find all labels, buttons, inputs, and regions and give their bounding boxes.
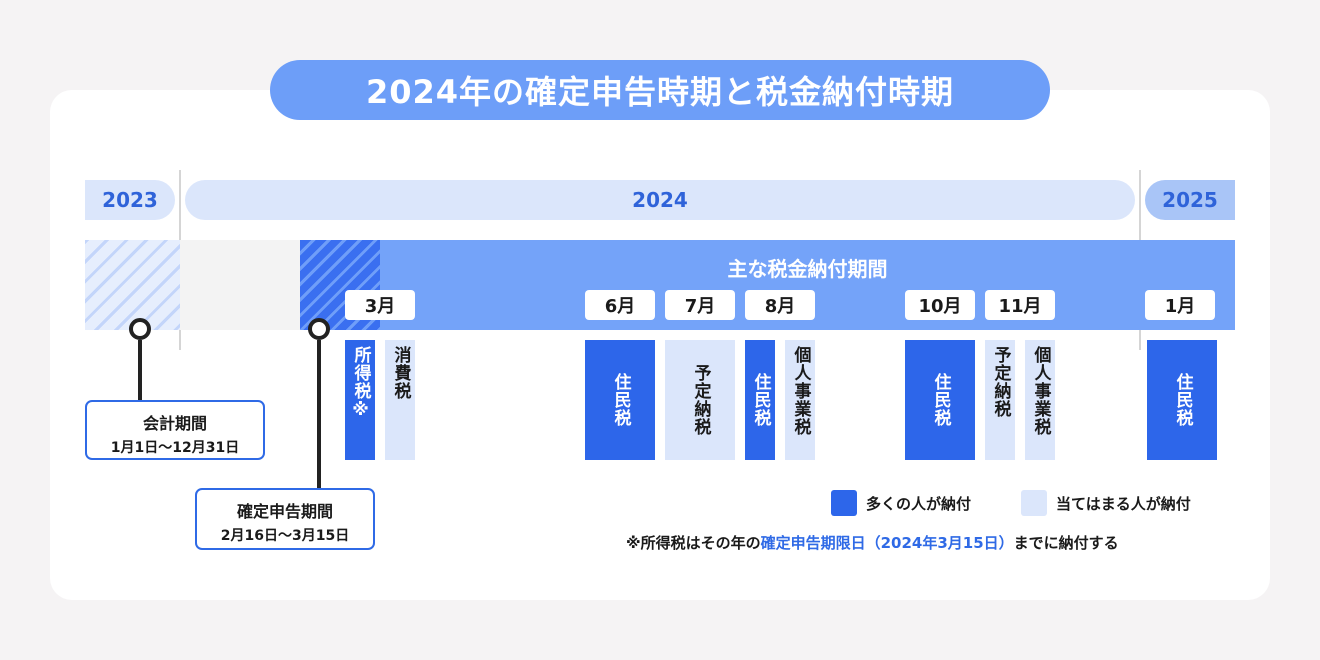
filing-period-title: 確定申告期間 — [236, 502, 333, 521]
tax-box-income-tax: 所得税※ — [345, 340, 375, 460]
tax-label-resident-tax-june: 住民税 — [610, 373, 631, 427]
tax-label-resident-tax-october: 住民税 — [930, 373, 951, 427]
legend-swatch-many — [831, 490, 857, 516]
tax-label-consumption-tax: 消費税 — [390, 346, 411, 400]
tax-payment-period-label: 主な税金納付期間 — [727, 256, 888, 281]
timeline-gap — [180, 240, 300, 330]
month-label-july: 7月 — [665, 290, 735, 320]
legend-label-many: 多くの人が納付 — [866, 494, 972, 513]
accounting-period-hatch — [85, 240, 180, 330]
tax-label-resident-tax-january: 住民税 — [1172, 373, 1193, 427]
month-label-june: 6月 — [585, 290, 655, 320]
tax-box-resident-tax-august: 住民税 — [745, 340, 775, 460]
tax-box-resident-tax-january: 住民税 — [1147, 340, 1217, 460]
month-label-january: 1月 — [1145, 290, 1215, 320]
legend-label-applicable: 当てはまる人が納付 — [1056, 494, 1191, 513]
footnote-suffix: までに納付する — [1013, 534, 1119, 552]
footnote-deadline: 確定申告期限日（2024年3月15日） — [760, 534, 1014, 552]
year-2025-bar: 2025 — [1145, 180, 1235, 220]
month-label-march: 3月 — [345, 290, 415, 320]
filing-period-box: 確定申告期間 2月16日〜3月15日 — [195, 488, 375, 550]
tax-label-estimated-tax-november: 予定納税 — [990, 346, 1011, 418]
accounting-period-box: 会計期間 1月1日〜12月31日 — [85, 400, 265, 460]
filing-period-range: 2月16日〜3月15日 — [220, 528, 350, 544]
year-2023-bar: 2023 — [85, 180, 175, 220]
page-title: 2024年の確定申告時期と税金納付時期 — [270, 60, 1050, 120]
month-label-october: 10月 — [905, 290, 975, 320]
accounting-period-marker — [129, 318, 151, 340]
tax-label-resident-tax-august: 住民税 — [750, 373, 771, 427]
footnote: ※所得税はその年の確定申告期限日（2024年3月15日）までに納付する — [626, 532, 1119, 553]
tax-box-business-tax-november: 個人事業税 — [1025, 340, 1055, 460]
legend-swatch-applicable — [1021, 490, 1047, 516]
tax-box-resident-tax-june: 住民税 — [585, 340, 655, 460]
tax-label-business-tax-august: 個人事業税 — [790, 346, 811, 436]
footnote-prefix: ※所得税はその年の — [626, 534, 761, 552]
accounting-period-connector — [138, 340, 142, 402]
month-label-august: 8月 — [745, 290, 815, 320]
accounting-period-title: 会計期間 — [142, 414, 207, 433]
tax-label-income-tax: 所得税※ — [350, 346, 371, 421]
accounting-period-range: 1月1日〜12月31日 — [110, 440, 240, 456]
filing-period-connector — [317, 340, 321, 490]
tax-box-business-tax-august: 個人事業税 — [785, 340, 815, 460]
tax-box-estimated-tax-july: 予定納税 — [665, 340, 735, 460]
tax-label-business-tax-november: 個人事業税 — [1030, 346, 1051, 436]
year-2024-bar: 2024 — [185, 180, 1135, 220]
tax-label-estimated-tax-july: 予定納税 — [690, 364, 711, 436]
tax-box-consumption-tax: 消費税 — [385, 340, 415, 460]
tax-box-estimated-tax-november: 予定納税 — [985, 340, 1015, 460]
filing-period-marker — [308, 318, 330, 340]
month-label-november: 11月 — [985, 290, 1055, 320]
tax-box-resident-tax-october: 住民税 — [905, 340, 975, 460]
